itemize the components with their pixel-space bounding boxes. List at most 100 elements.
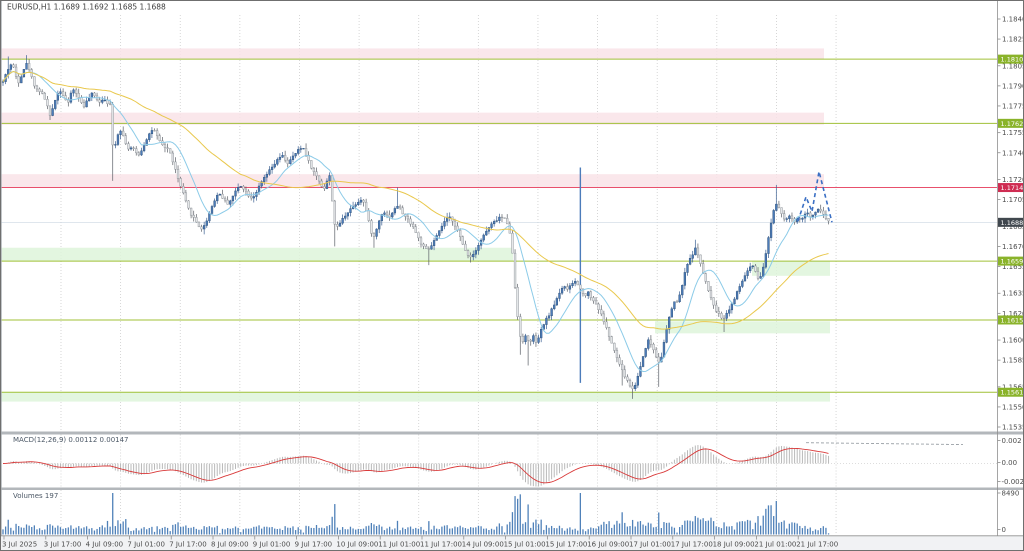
candle-body-up: [101, 99, 104, 103]
time-label: 21 Jul 01:00: [754, 541, 796, 549]
macd-indicator-label: MACD(12,26,9) 0.00112 0.00147: [13, 436, 129, 444]
candle-body-down: [331, 175, 334, 202]
candle-body-up: [268, 169, 271, 175]
price-badge-green: [998, 315, 1024, 325]
zone-resistance[interactable]: [0, 48, 824, 60]
candle-body-up: [54, 99, 57, 109]
candle-body-down: [171, 152, 174, 163]
candle-body-up: [636, 376, 639, 386]
candle-body-up: [72, 89, 75, 94]
candle-body-up: [767, 237, 770, 254]
candle-body-up: [498, 216, 501, 221]
zone-support[interactable]: [0, 392, 830, 402]
zone-support[interactable]: [0, 247, 513, 262]
candle-body-down: [453, 220, 457, 227]
candle-body-up: [725, 312, 728, 319]
time-axis-background[interactable]: [0, 536, 1024, 551]
candle-body-down: [158, 135, 161, 142]
supply-demand-zones[interactable]: [0, 48, 830, 402]
time-label: 10 Jul 09:00: [336, 541, 378, 549]
price-label: 1.1550: [1002, 403, 1024, 411]
price-badge-label: 1.1762: [1001, 120, 1024, 128]
price-label: 1.1670: [1002, 243, 1024, 251]
candle-body-down: [195, 217, 198, 223]
macd-signal-line[interactable]: [2, 447, 829, 484]
candle-body-down: [720, 313, 723, 319]
candle-body-up: [746, 270, 749, 276]
candle-body-up: [691, 254, 694, 259]
candle-body-down: [626, 376, 629, 381]
time-label: 17 Jul 01:00: [629, 541, 671, 549]
price-label: 1.1685: [1002, 223, 1024, 231]
macd-scale-label: 0.00: [1002, 459, 1018, 467]
price-label: 1.1585: [1002, 357, 1024, 365]
candle-body-down: [566, 286, 569, 290]
price-label: 1.1755: [1002, 129, 1024, 137]
ma-fast-line[interactable]: [2, 70, 829, 373]
candle-body-up: [349, 208, 352, 213]
macd-pane[interactable]: 0.002 0.00 -0.00231: [0, 437, 1024, 487]
candle-body-up: [203, 225, 206, 230]
candle-body-up: [257, 185, 261, 193]
candle-body-down: [576, 281, 579, 286]
candle-body-up: [568, 285, 572, 290]
candle-body-down: [250, 195, 253, 199]
candle-body-up: [775, 203, 778, 211]
candle-body-down: [675, 301, 679, 303]
time-label: 3 Jul 2025: [2, 541, 37, 549]
forecast-zigzag[interactable]: [797, 171, 833, 223]
candle-body-up: [814, 211, 817, 216]
candle-body-up: [537, 337, 540, 343]
zone-resistance[interactable]: [0, 174, 824, 188]
zone-resistance[interactable]: [0, 112, 824, 125]
candle-body-up: [393, 208, 397, 214]
zone-support[interactable]: [655, 321, 830, 334]
price-badge-green: [998, 256, 1024, 266]
candle-body-up: [85, 100, 88, 108]
candle-body-up: [270, 166, 274, 170]
candle-body-up: [383, 212, 386, 215]
candle-body-up: [328, 175, 331, 182]
time-label: 3 Jul 17:00: [44, 541, 82, 549]
candle-body-up: [801, 217, 804, 220]
candle-body-down: [623, 369, 626, 378]
price-badge-label: 1.1810: [1001, 56, 1024, 64]
candle-body-up: [806, 212, 809, 215]
ma-slow-line[interactable]: [2, 70, 829, 330]
candle-body-up: [665, 328, 668, 343]
zone-support[interactable]: [752, 261, 830, 276]
candle-body-down: [777, 203, 781, 208]
candle-body-up: [694, 247, 697, 256]
candle-body-up: [785, 218, 788, 220]
candle-body-down: [362, 199, 365, 203]
time-scale[interactable]: 3 Jul 2025 3 Jul 17:00 4 Jul 09:00 7 Jul 01…: [2, 536, 838, 549]
volumes-pane[interactable]: 8490 0: [2, 490, 1019, 535]
macd-scale-label: 0.002: [1002, 437, 1022, 445]
pane-separator[interactable]: [0, 431, 1024, 435]
price-label: 1.1840: [1002, 16, 1024, 24]
candle-body-up: [573, 281, 577, 284]
candle-body-down: [244, 188, 248, 192]
time-label: 21 Jul 17:00: [796, 541, 838, 549]
candle-body-up: [20, 76, 23, 84]
horizontal-level-lines[interactable]: [0, 58, 997, 393]
pane-separator[interactable]: [0, 487, 1024, 491]
moving-averages[interactable]: [2, 70, 829, 373]
macd-projection-line[interactable]: [805, 442, 964, 446]
time-label: 9 Jul 17:00: [295, 541, 333, 549]
candle-body-up: [88, 97, 91, 102]
candle-body-up: [346, 212, 350, 217]
candle-body-down: [336, 224, 339, 227]
forecast-annotation[interactable]: [797, 171, 833, 223]
candle-body-down: [226, 199, 229, 205]
price-badge-label: 1.1561: [1001, 389, 1024, 397]
candle-body-up: [375, 228, 378, 237]
candle-body-up: [730, 303, 734, 311]
candle-body-down: [137, 152, 140, 156]
candle-body-up: [542, 324, 545, 330]
candle-body-down: [189, 207, 193, 216]
candle-body-down: [809, 212, 812, 217]
price-scale[interactable]: 1.18401.18251.18051.17901.17751.17551.17…: [997, 16, 1024, 432]
candle-body-down: [464, 243, 467, 251]
